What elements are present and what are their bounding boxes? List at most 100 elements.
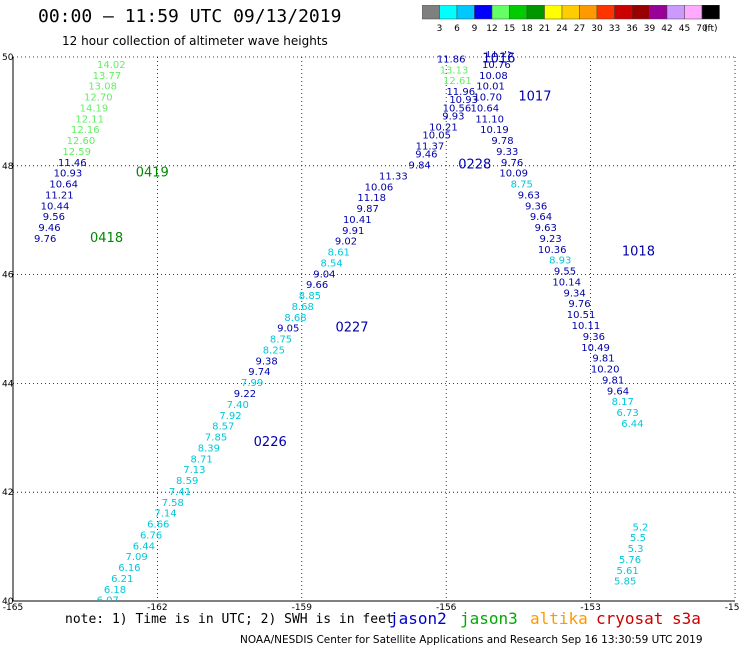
pass-time-label: 1016	[482, 51, 515, 66]
swh-value: 6.21	[111, 574, 133, 585]
swh-value: 7.09	[126, 552, 148, 563]
swh-value: 11.96	[446, 87, 475, 98]
swh-value: 9.81	[592, 354, 614, 365]
pass-time-label: 1017	[518, 90, 551, 105]
legend-bin-label: 9	[472, 24, 478, 34]
legend-bin-label: 33	[609, 24, 620, 34]
legend-bin-label: 36	[626, 24, 638, 34]
swh-value: 9.38	[255, 356, 277, 367]
swh-value: 5.3	[628, 544, 644, 555]
lat-tick-label: 44	[2, 379, 14, 389]
swh-value: 10.19	[480, 125, 509, 136]
swh-value: 9.33	[496, 147, 518, 158]
swh-value: 12.16	[71, 125, 100, 136]
swh-value: 10.64	[49, 180, 78, 191]
swh-value: 10.09	[499, 169, 528, 180]
sat-label-jason2: jason2	[389, 609, 447, 628]
lat-tick-label: 42	[2, 488, 13, 498]
swh-value: 8.39	[198, 443, 220, 454]
swh-value: 10.20	[591, 365, 620, 376]
swh-value: 10.08	[479, 71, 508, 82]
swh-value: 12.61	[443, 76, 472, 87]
lon-tick-label: -162	[147, 603, 167, 610]
swh-value: 10.56	[443, 103, 472, 114]
swh-value: 5.5	[630, 533, 646, 544]
swh-value: 9.93	[442, 112, 464, 123]
pass-time-label: 0226	[254, 435, 287, 450]
swh-value: 9.34	[564, 288, 586, 299]
swh-value: 7.85	[205, 433, 227, 444]
swh-value: 9.87	[357, 204, 379, 215]
pass-time-label: 0227	[335, 321, 368, 336]
legend-unit: (ft)	[704, 24, 718, 34]
swh-value: 13.08	[88, 82, 117, 93]
swh-value: 13.13	[440, 65, 469, 76]
swh-value: 9.66	[306, 280, 328, 291]
swh-value: 11.37	[416, 141, 445, 152]
swh-value: 7.13	[183, 465, 205, 476]
lat-tick-label: 50	[2, 53, 14, 63]
legend-bin-label: 6	[454, 24, 460, 34]
swh-value: 11.21	[45, 190, 74, 201]
pass-time-label: 0419	[136, 166, 169, 181]
swh-value: 9.56	[43, 212, 65, 223]
legend-bin-label: 24	[556, 24, 568, 34]
swh-value: 9.04	[313, 269, 335, 280]
legend-bin-label: 21	[539, 24, 550, 34]
swh-value: 10.01	[476, 82, 505, 93]
swh-value: 10.51	[567, 310, 596, 321]
legend-bin-label: 3	[437, 24, 443, 34]
swh-value: 10.93	[54, 169, 83, 180]
swh-value: 8.85	[299, 291, 321, 302]
legend-bin-label: 15	[504, 24, 515, 34]
swh-value: 9.64	[607, 386, 629, 397]
swh-value: 6.07	[97, 596, 119, 607]
legend-bin-label: 42	[661, 24, 672, 34]
lon-tick-label: -165	[3, 603, 23, 610]
swh-value: 9.81	[602, 375, 624, 386]
swh-value: 11.86	[437, 54, 466, 65]
swh-value: 10.70	[473, 93, 502, 104]
swh-value: 5.76	[619, 555, 641, 566]
swh-value: 13.77	[93, 71, 122, 82]
swh-value: 10.11	[572, 321, 601, 332]
map-subtitle: 12 hour collection of altimeter wave hei…	[62, 34, 328, 48]
swh-value: 11.10	[475, 114, 504, 125]
swh-value: 9.74	[248, 367, 270, 378]
swh-value: 9.23	[539, 234, 561, 245]
color-legend: 3 6 9 12 15 18 21 24 27 30 33 36 39 42 45 70(ft)	[422, 5, 720, 34]
swh-value: 11.18	[357, 193, 386, 204]
lat-tick-label: 40	[2, 597, 14, 607]
swh-value: 10.21	[429, 122, 458, 133]
sat-label-s3a: s3a	[672, 609, 701, 628]
swh-value: 10.64	[471, 103, 500, 114]
swh-value: 9.22	[234, 389, 256, 400]
legend-bin-label: 27	[574, 24, 585, 34]
swh-value: 9.76	[501, 158, 523, 169]
swh-value: 8.59	[176, 476, 198, 487]
swh-value: 8.68	[292, 302, 314, 313]
swh-value: 11.46	[58, 158, 87, 169]
swh-value: 12.11	[75, 114, 104, 125]
lon-tick-label: -153	[580, 603, 600, 610]
swh-value: 7.40	[227, 400, 249, 411]
swh-value: 10.49	[581, 343, 610, 354]
swh-value: 8.54	[320, 258, 342, 269]
swh-value: 10.05	[422, 131, 451, 142]
swh-value: 6.44	[133, 541, 155, 552]
swh-value: 8.25	[263, 345, 285, 356]
swh-value: 6.44	[621, 419, 643, 430]
legend-bin-label: 39	[644, 24, 656, 34]
pass-time-label: 0228	[458, 158, 491, 173]
pass-time-label: 0418	[90, 231, 123, 246]
swh-value: 9.64	[530, 212, 552, 223]
legend-bin-label: 12	[486, 24, 497, 34]
swh-value: 7.92	[219, 411, 241, 422]
swh-value: 9.55	[554, 267, 576, 278]
swh-value: 7.58	[162, 498, 184, 509]
swh-value: 7.41	[169, 487, 191, 498]
lat-tick-label: 48	[2, 162, 14, 172]
swh-value: 5.61	[616, 566, 638, 577]
swh-value: 9.36	[583, 332, 605, 343]
swh-value: 8.75	[270, 335, 292, 346]
